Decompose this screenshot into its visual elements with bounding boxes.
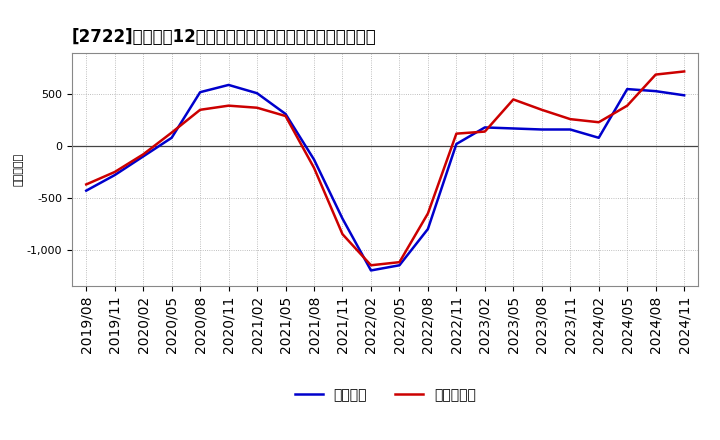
当期純利益 [338,231,347,237]
Line: 経常利益: 経常利益 [86,85,684,271]
当期純利益 [423,211,432,216]
経常利益 [225,82,233,88]
当期純利益 [366,263,375,268]
当期純利益 [110,169,119,175]
当期純利益 [595,120,603,125]
当期純利益 [452,131,461,136]
経常利益 [110,172,119,178]
経常利益 [395,263,404,268]
経常利益 [139,154,148,159]
当期純利益 [480,129,489,134]
当期純利益 [395,260,404,265]
Legend: 経常利益, 当期純利益: 経常利益, 当期純利益 [289,382,481,407]
経常利益 [480,125,489,130]
当期純利益 [139,152,148,157]
経常利益 [253,91,261,96]
当期純利益 [167,130,176,135]
当期純利益 [680,69,688,74]
経常利益 [282,111,290,117]
経常利益 [595,135,603,140]
経常利益 [652,88,660,94]
経常利益 [82,188,91,193]
Line: 当期純利益: 当期純利益 [86,71,684,265]
当期純利益 [509,97,518,102]
経常利益 [366,268,375,273]
当期純利益 [196,107,204,113]
当期純利益 [82,182,91,187]
Text: [2722]　利益の12か月移動合計の対前年同期増減額の推移: [2722] 利益の12か月移動合計の対前年同期増減額の推移 [72,28,377,46]
経常利益 [196,90,204,95]
経常利益 [509,126,518,131]
当期純利益 [282,114,290,119]
経常利益 [423,226,432,231]
経常利益 [680,93,688,98]
経常利益 [566,127,575,132]
Y-axis label: （百万円）: （百万円） [14,153,24,186]
経常利益 [537,127,546,132]
当期純利益 [253,105,261,110]
当期純利益 [310,165,318,170]
経常利益 [623,86,631,92]
経常利益 [167,135,176,140]
当期純利益 [225,103,233,108]
当期純利益 [537,107,546,113]
当期純利益 [652,72,660,77]
経常利益 [310,157,318,162]
当期純利益 [623,103,631,108]
経常利益 [338,216,347,221]
当期純利益 [566,117,575,122]
経常利益 [452,141,461,147]
